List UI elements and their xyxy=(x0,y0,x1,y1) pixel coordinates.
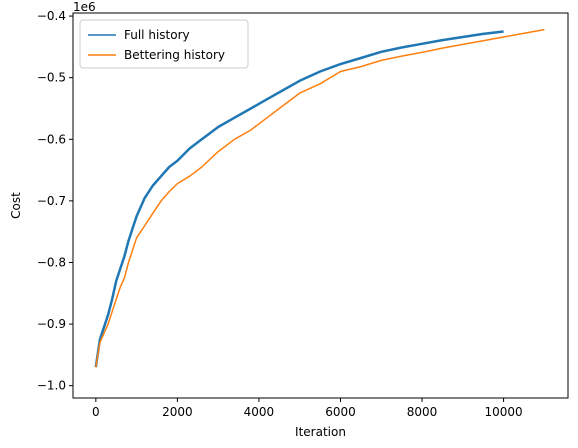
y-tick-label: −0.6 xyxy=(37,132,66,146)
legend-label: Bettering history xyxy=(124,48,225,62)
series-line-full-history xyxy=(94,30,504,368)
x-axis-ticks: 0 2000 4000 6000 8000 10000 xyxy=(92,398,523,419)
plot-area xyxy=(72,12,569,399)
y-tick-label: −0.8 xyxy=(37,255,66,269)
y-scale-label: 1e6 xyxy=(73,0,96,14)
y-tick-label: −0.5 xyxy=(37,71,66,85)
x-tick-label: 0 xyxy=(92,405,100,419)
legend: Full history Bettering history xyxy=(79,19,249,69)
x-tick-label: 8000 xyxy=(407,405,438,419)
legend-box xyxy=(79,19,249,69)
x-tick-label: 6000 xyxy=(325,405,356,419)
y-tick-label: −1.0 xyxy=(37,379,66,393)
x-tick-label: 4000 xyxy=(244,405,275,419)
x-axis-label: Iteration xyxy=(295,425,346,439)
axes-frame xyxy=(72,12,569,399)
y-tick-label: −0.9 xyxy=(37,317,66,331)
x-tick-label: 10000 xyxy=(484,405,522,419)
series-layer xyxy=(94,28,545,368)
y-axis-label: Cost xyxy=(9,192,23,219)
y-tick-label: −0.4 xyxy=(37,9,66,23)
legend-label: Full history xyxy=(124,28,190,42)
y-tick-label: −0.7 xyxy=(37,194,66,208)
x-tick-label: 2000 xyxy=(162,405,193,419)
y-axis-ticks: −1.0 −0.9 −0.8 −0.7 −0.6 −0.5 −0.4 xyxy=(37,9,73,393)
series-line-bettering-history xyxy=(95,28,545,368)
